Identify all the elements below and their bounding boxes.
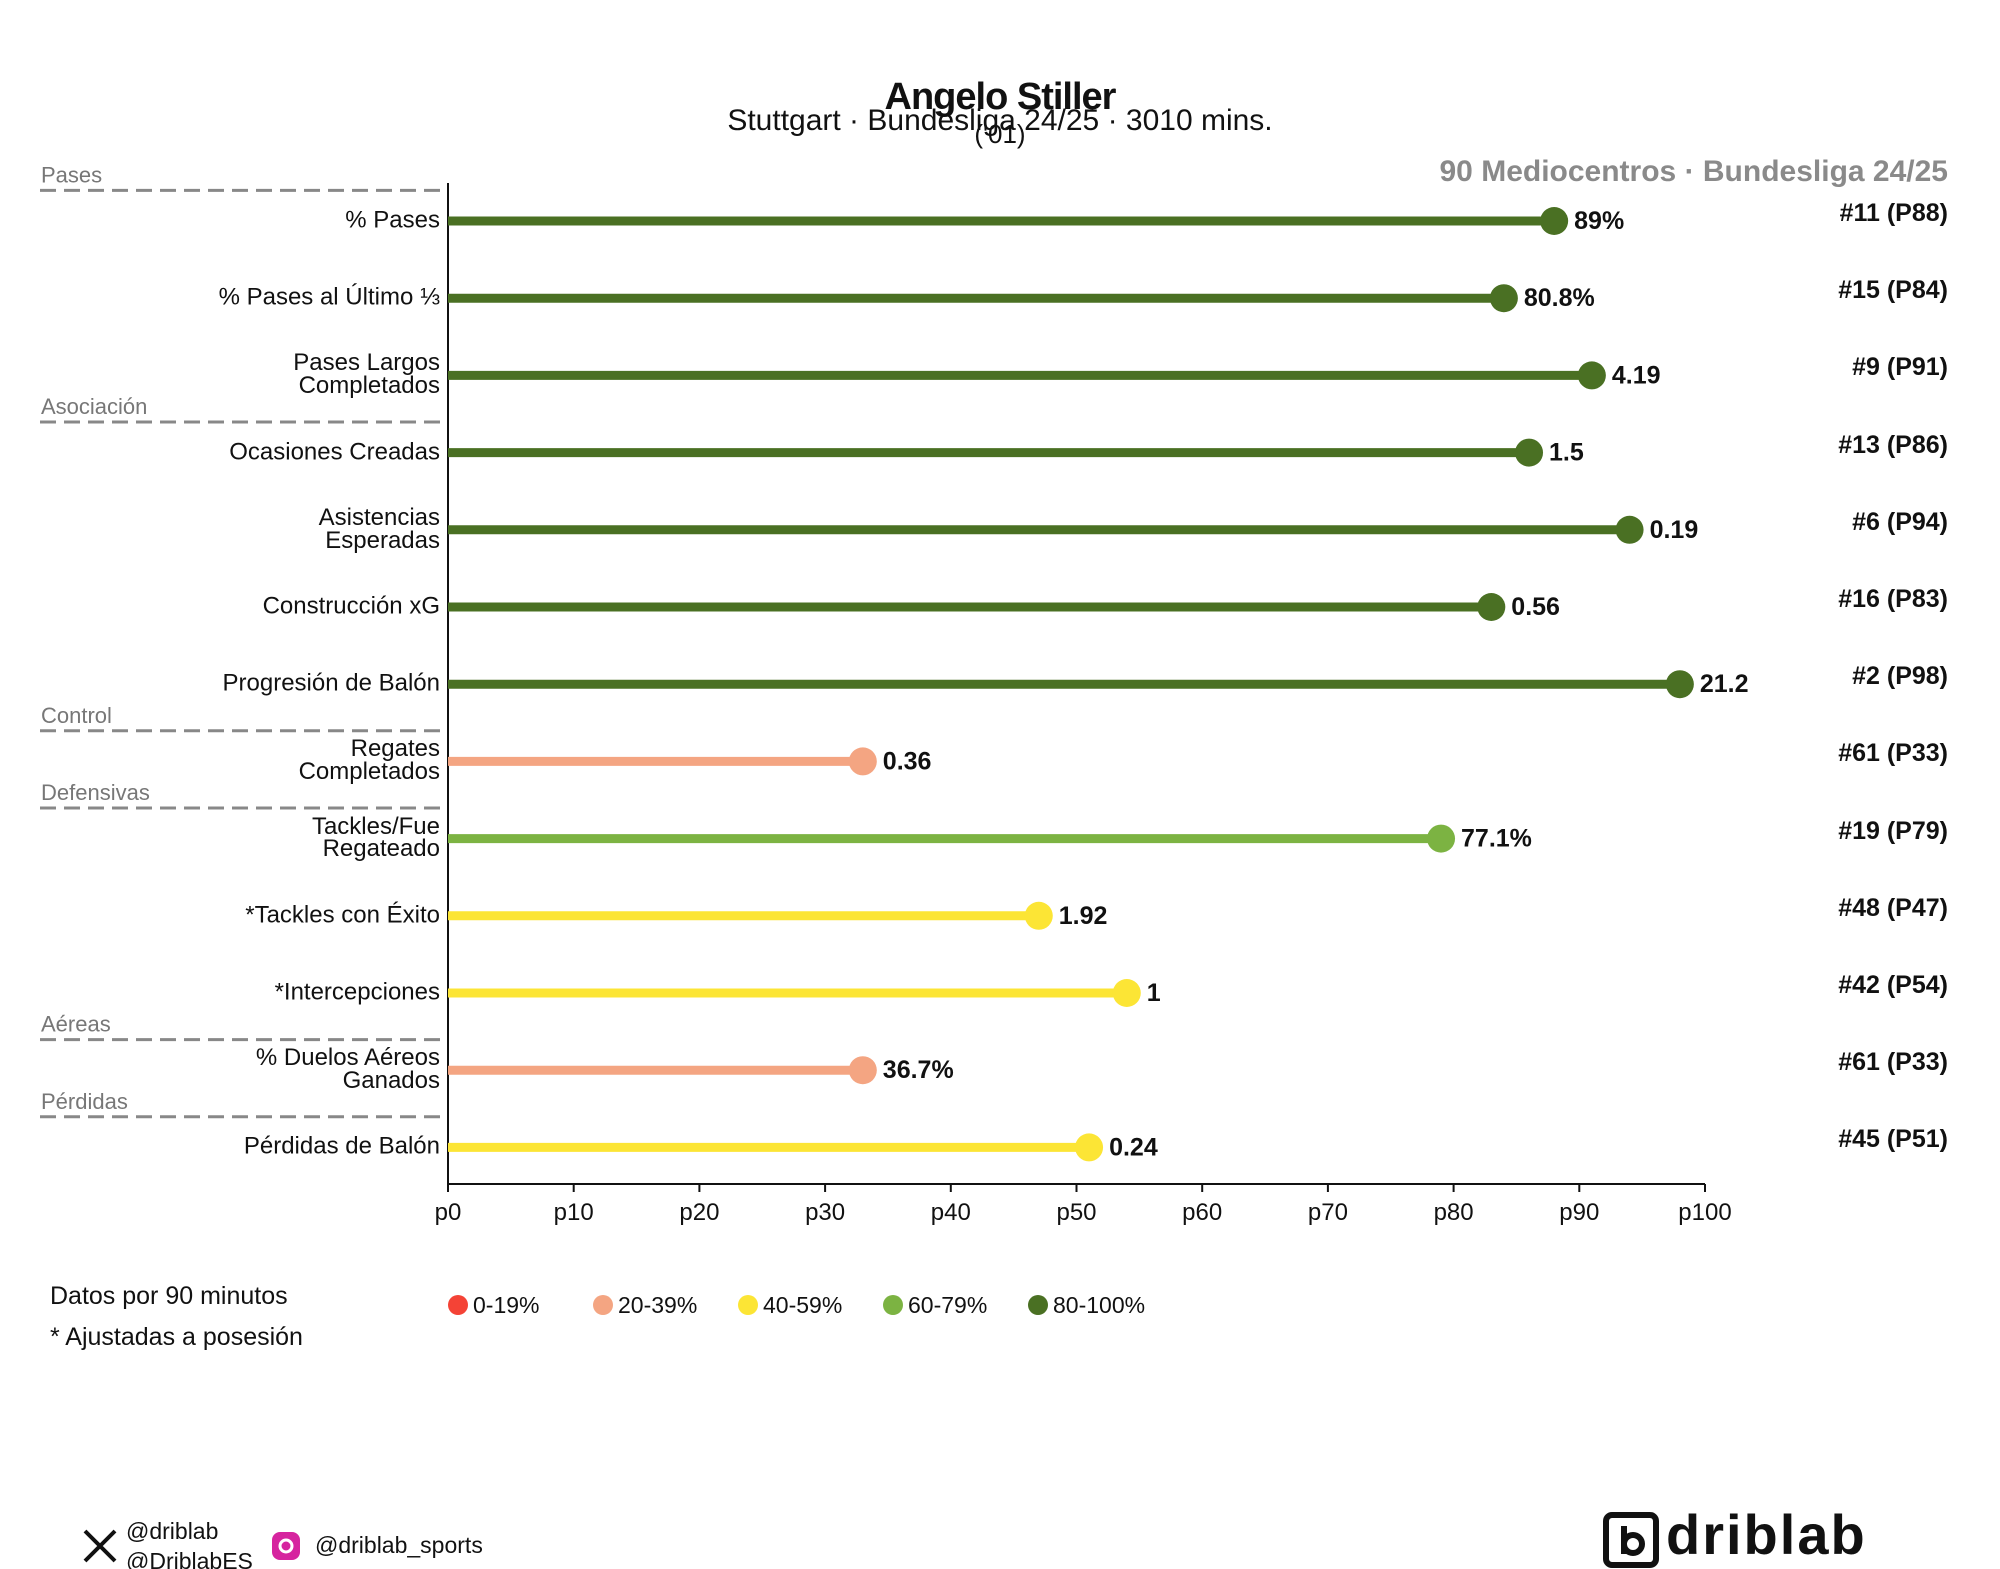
header: Angelo Stiller ('01)	[0, 58, 2000, 150]
dot	[1075, 1133, 1104, 1162]
instagram-icon	[272, 1532, 300, 1560]
legend-label: 0-19%	[473, 1292, 539, 1318]
note: * Ajustadas a posesión	[50, 1323, 303, 1351]
x-tick-label: p40	[931, 1199, 971, 1226]
rank-label: #11 (P88)	[1839, 199, 1948, 227]
dot	[1489, 284, 1518, 313]
dot	[1024, 901, 1053, 930]
twitter-handle: @driblab	[126, 1518, 219, 1544]
x-tick-label: p10	[554, 1199, 594, 1226]
category-label: Ocasiones Creadas	[229, 438, 440, 466]
rank-label: #9 (P91)	[1852, 353, 1948, 382]
legend-label: 80-100%	[1053, 1292, 1145, 1318]
x-tick-label: p90	[1559, 1199, 1599, 1226]
x-tick-label: p20	[679, 1199, 719, 1226]
category-label: Construcción xG	[262, 592, 440, 620]
x-tick-label: p60	[1182, 1199, 1222, 1226]
category-label: Progresión de Balón	[222, 669, 440, 697]
dot	[1577, 361, 1606, 390]
logo: driblab	[1666, 1503, 1867, 1566]
note: Datos por 90 minutos	[50, 1282, 288, 1310]
dot	[1665, 670, 1694, 699]
x-tick-label: p100	[1678, 1199, 1731, 1226]
dot	[1515, 438, 1544, 467]
x-tick-label: p70	[1308, 1199, 1348, 1226]
rank-label: #15 (P84)	[1838, 276, 1948, 305]
legend-swatch	[883, 1295, 903, 1315]
category-label: Regates Completados	[298, 735, 440, 786]
twitter-handle: @DriblabES	[126, 1548, 253, 1569]
legend-swatch	[1028, 1295, 1048, 1315]
metric-value: 1.92	[1059, 902, 1108, 930]
metric-value: 77.1%	[1461, 825, 1532, 853]
logo-icon	[1603, 1512, 1659, 1568]
section-label: Defensivas	[41, 780, 150, 805]
metric-value: 36.7%	[883, 1056, 954, 1084]
category-label: % Duelos Aéreos Ganados	[255, 1044, 440, 1095]
legend-swatch	[448, 1295, 468, 1315]
rank-label: #61 (P33)	[1838, 1048, 1948, 1077]
section-label: Aéreas	[41, 1012, 111, 1037]
rank-label: #6 (P94)	[1852, 507, 1948, 536]
x-tick-label: p50	[1056, 1199, 1096, 1226]
legend-label: 60-79%	[908, 1292, 987, 1318]
metric-value: 0.19	[1650, 516, 1699, 544]
dot	[1112, 979, 1141, 1007]
legend-label: 20-39%	[618, 1292, 697, 1318]
category-label: Asistencias Esperadas	[318, 504, 440, 554]
dot	[1540, 207, 1569, 235]
rank-label: #45 (P51)	[1838, 1125, 1948, 1154]
dot	[848, 1056, 877, 1085]
dot	[848, 747, 877, 776]
category-label: *Tackles con Éxito	[245, 901, 440, 929]
metric-value: 89%	[1574, 207, 1624, 235]
legend-swatch	[738, 1295, 758, 1315]
section-label: Pérdidas	[41, 1089, 128, 1114]
dot	[1427, 824, 1456, 853]
metric-value: 1.5	[1549, 439, 1584, 467]
title-note: ('01)	[974, 119, 1026, 149]
rank-label: #42 (P54)	[1838, 971, 1948, 999]
x-tick-label: p80	[1434, 1199, 1474, 1226]
section-label: Control	[41, 703, 112, 728]
rank-label: #2 (P98)	[1852, 662, 1948, 691]
benchmark: 90 Mediocentros · Bundesliga 24/25	[1439, 155, 1949, 188]
rank-label: #61 (P33)	[1838, 739, 1948, 768]
metric-value: 1	[1147, 979, 1161, 1007]
legend-swatch	[593, 1295, 613, 1315]
section-label: Asociación	[41, 394, 147, 419]
metric-value: 4.19	[1612, 361, 1661, 389]
metric-value: 21.2	[1700, 670, 1749, 698]
legend-label: 40-59%	[763, 1292, 842, 1318]
category-label: *Intercepciones	[274, 978, 440, 1006]
subtitle: Stuttgart · Bundesliga 24/25 · 3010 mins…	[727, 104, 1273, 137]
dot	[1615, 515, 1644, 544]
title: Angelo Stiller	[884, 76, 1117, 118]
metric-value: 80.8%	[1524, 284, 1595, 312]
category-label: % Pases al Último ⅓	[218, 283, 440, 311]
x-tick-label: p0	[435, 1199, 462, 1226]
rank-label: #48 (P47)	[1838, 893, 1948, 922]
twitter-icon	[83, 1529, 117, 1563]
x-tick-label: p30	[805, 1199, 845, 1226]
section-label: Pases	[41, 162, 102, 187]
category-label: % Pases	[345, 206, 440, 234]
dot	[1477, 593, 1506, 621]
metric-value: 0.24	[1109, 1133, 1158, 1161]
rank-label: #13 (P86)	[1838, 430, 1948, 459]
category-label: Pérdidas de Balón	[243, 1132, 440, 1160]
instagram-handle: @driblab_sports	[315, 1532, 483, 1558]
metric-value: 0.36	[883, 747, 932, 775]
metric-value: 0.56	[1511, 593, 1560, 621]
rank-label: #19 (P79)	[1838, 816, 1948, 845]
rank-label: #16 (P83)	[1838, 585, 1948, 613]
category-label: Tackles/Fue Regateado	[311, 812, 440, 863]
category-label: Pases Largos Completados	[293, 349, 440, 400]
